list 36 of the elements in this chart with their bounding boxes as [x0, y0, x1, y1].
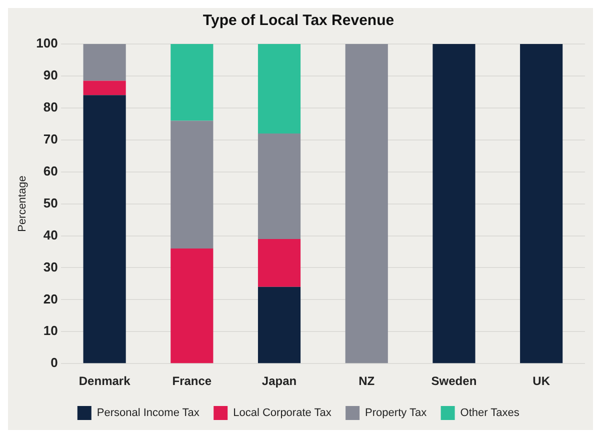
x-tick-label: France [172, 374, 212, 388]
y-tick-label: 80 [43, 100, 58, 114]
y-tick-label: 30 [43, 259, 58, 274]
y-tick-label: 20 [43, 291, 58, 306]
bar [83, 80, 126, 96]
y-tick-label: 40 [43, 227, 58, 242]
y-tick-label: 50 [43, 195, 58, 210]
y-tick-label: 60 [43, 163, 58, 178]
chart-title: Type of Local Tax Revenue [202, 12, 394, 30]
x-tick-label: NZ [358, 374, 375, 388]
y-tick-label: 100 [36, 36, 58, 51]
bar [258, 238, 301, 287]
x-tick-label: UK [532, 374, 550, 388]
legend-label: Local Corporate Tax [233, 407, 332, 420]
bar [345, 44, 388, 364]
x-tick-label: Sweden [431, 374, 477, 388]
x-tick-label: Japan [262, 374, 297, 388]
legend-label: Other Taxes [460, 407, 520, 420]
bar [432, 44, 476, 364]
bar [170, 120, 214, 249]
bar [258, 133, 301, 239]
legend-label: Property Tax [365, 407, 428, 420]
y-tick-label: 90 [43, 68, 58, 83]
bar [83, 95, 126, 364]
bar [520, 44, 563, 364]
bar [170, 248, 214, 364]
y-tick-label: 0 [50, 355, 58, 370]
y-axis-title: Percentage [16, 176, 29, 232]
bar [258, 286, 301, 364]
bar [258, 44, 301, 134]
bar [170, 44, 214, 121]
y-tick-label: 70 [43, 131, 58, 146]
legend-label: Personal Income Tax [96, 407, 200, 420]
bar [83, 44, 126, 81]
y-tick-label: 10 [43, 323, 58, 338]
x-tick-label: Denmark [78, 374, 131, 388]
